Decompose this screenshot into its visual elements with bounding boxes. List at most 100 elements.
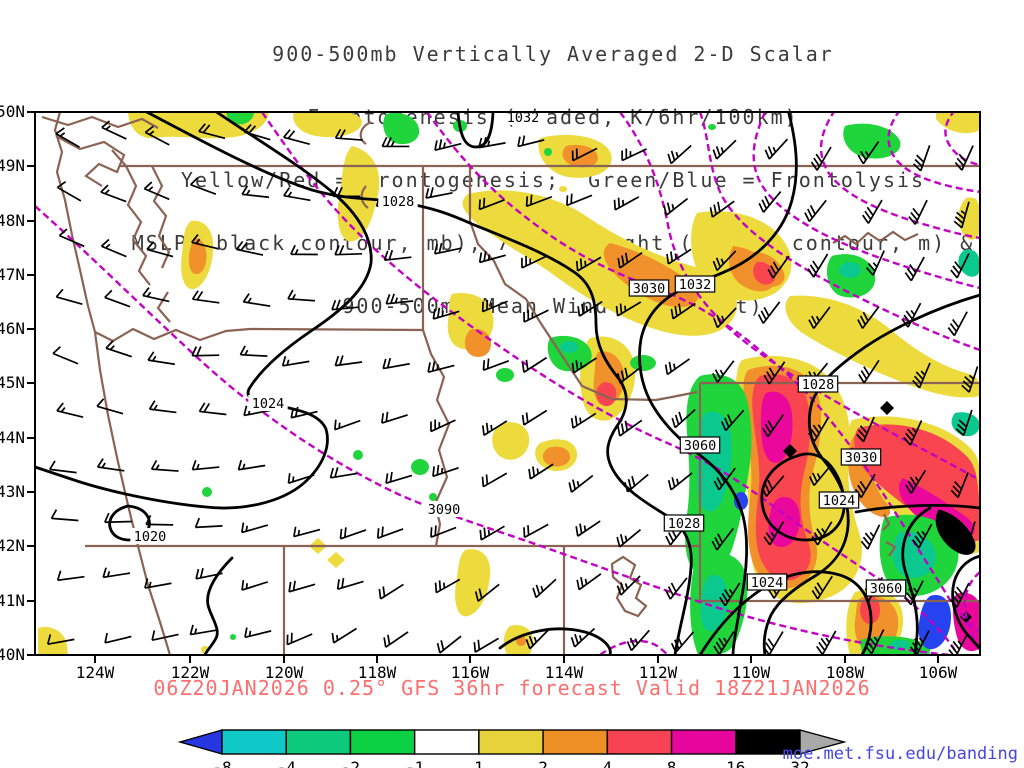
wind-barb xyxy=(55,127,81,148)
colorbar-segment xyxy=(285,729,352,755)
wind-barb xyxy=(713,307,737,329)
shade-teal xyxy=(560,341,578,353)
wind-barb xyxy=(334,128,363,141)
wind-barb xyxy=(150,459,179,472)
lat-tick-label: 43N xyxy=(0,482,25,501)
wind-barb xyxy=(523,523,549,539)
colorbar-segment xyxy=(542,729,609,755)
wind-barb xyxy=(56,402,84,419)
wind-barb xyxy=(905,469,927,494)
colorbar-segment xyxy=(735,729,801,755)
lat-tick-label: 48N xyxy=(0,211,25,230)
wind-barb xyxy=(758,190,782,213)
shade-red xyxy=(753,261,776,285)
shade-yellow xyxy=(936,112,980,134)
wind-barb xyxy=(571,357,597,374)
wind-barb xyxy=(382,357,410,370)
wind-barb xyxy=(427,361,455,374)
wind-barb xyxy=(339,527,367,540)
wind-barb xyxy=(816,630,837,655)
wind-barb xyxy=(144,578,172,589)
shade-green xyxy=(353,450,363,460)
contour-label: 3060 xyxy=(870,581,903,597)
wind-barb xyxy=(473,637,499,653)
wind-barbs xyxy=(46,120,979,655)
wind-barb xyxy=(241,522,269,534)
wind-barb xyxy=(948,633,969,655)
wind-barb xyxy=(709,200,735,218)
wind-barb xyxy=(860,524,881,550)
wind-barb xyxy=(287,289,315,302)
wind-barb xyxy=(857,141,880,165)
lat-tick-label: 45N xyxy=(0,373,25,392)
mslp-contour xyxy=(498,627,612,655)
shade-green xyxy=(411,459,429,475)
shade-blue xyxy=(734,492,748,510)
wind-barb xyxy=(479,525,505,541)
wind-barb xyxy=(711,527,734,551)
mslp-contour xyxy=(35,112,373,510)
shade-yellow xyxy=(559,186,568,192)
wind-barb xyxy=(570,412,597,429)
wind-barb xyxy=(432,464,459,478)
wind-barb xyxy=(954,145,974,171)
wind-barb xyxy=(617,366,643,384)
wind-barb xyxy=(331,299,359,311)
colorbar-tick-label: 2 xyxy=(538,758,548,768)
wind-barb xyxy=(198,123,226,140)
state-border xyxy=(41,115,159,129)
wind-barb xyxy=(385,293,414,305)
site-link[interactable]: moe.met.fsu.edu/banding xyxy=(782,744,1018,764)
shade-green xyxy=(383,112,420,145)
shade-black xyxy=(880,401,894,415)
wind-barb xyxy=(239,345,268,357)
shade-red xyxy=(596,382,617,407)
lon-tick-label: 116W xyxy=(451,663,490,682)
lat-tick-label: 47N xyxy=(0,265,25,284)
wind-barb xyxy=(528,463,554,480)
lon-tick-label: 108W xyxy=(826,663,865,682)
colorbar-segment xyxy=(349,729,416,755)
state-border xyxy=(55,135,126,187)
height-contour xyxy=(599,639,669,655)
contour-label: 3060 xyxy=(684,438,717,454)
wind-barb xyxy=(237,459,266,471)
wind-barb xyxy=(811,575,833,600)
shade-yellow xyxy=(293,112,362,138)
wind-barb xyxy=(105,340,132,358)
height-contour xyxy=(944,112,980,167)
wind-barb xyxy=(288,580,316,593)
wind-barb xyxy=(332,186,361,198)
wind-barb xyxy=(865,250,885,276)
height-contour xyxy=(261,112,960,655)
title-line-3: Yellow/Red = Frontogenesis; Green/Blue =… xyxy=(180,168,926,192)
wind-barb xyxy=(667,472,693,491)
wind-barb xyxy=(198,402,227,416)
shade-yellow xyxy=(337,146,380,242)
wind-barb xyxy=(283,186,311,202)
shade-green xyxy=(630,355,656,371)
contour-label: 1028 xyxy=(382,194,415,210)
wind-barb xyxy=(810,146,832,171)
wind-barb xyxy=(671,408,696,429)
wind-barb xyxy=(104,289,131,308)
wind-barb xyxy=(576,573,602,591)
lon-tick-label: 122W xyxy=(171,663,210,682)
state-border xyxy=(156,291,171,323)
wind-barb xyxy=(46,634,75,646)
lon-tick-label: 114W xyxy=(545,663,584,682)
wind-barb xyxy=(478,251,506,264)
mslp-contour xyxy=(456,112,495,149)
state-border xyxy=(882,513,891,531)
wind-barb xyxy=(283,129,311,146)
wind-barb xyxy=(191,459,220,471)
shade-orange xyxy=(188,238,207,275)
shade-green xyxy=(230,634,236,640)
wind-barb xyxy=(616,529,642,548)
wind-barb xyxy=(478,197,505,211)
lat-tick-label: 50N xyxy=(0,102,25,121)
wind-barb xyxy=(430,525,457,539)
wind-barb xyxy=(50,509,79,522)
contour-label: 1024 xyxy=(751,575,784,591)
